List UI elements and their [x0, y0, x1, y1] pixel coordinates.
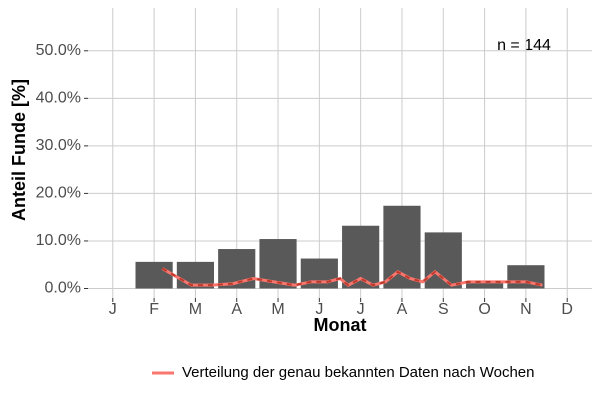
x-tick-label: M — [271, 301, 284, 318]
x-tick-label: S — [438, 301, 449, 318]
y-tick-label: 40.0% — [36, 90, 81, 107]
y-axis-title: Anteil Funde [%] — [9, 79, 29, 221]
x-tick-label: J — [357, 301, 365, 318]
annotation: n = 144 — [497, 37, 551, 54]
line-dashes — [161, 267, 543, 287]
bar — [383, 205, 421, 289]
x-tick-label: O — [478, 301, 490, 318]
x-tick-label: F — [149, 301, 159, 318]
y-tick-label: 30.0% — [36, 137, 81, 154]
y-tick-label: 50.0% — [36, 42, 81, 59]
x-tick-label: A — [231, 301, 242, 318]
x-tick-label: J — [109, 301, 117, 318]
y-tick-label: 10.0% — [36, 232, 81, 249]
x-axis-title: Monat — [314, 315, 367, 335]
y-tick-label: 20.0% — [36, 185, 81, 202]
x-tick-label: D — [561, 301, 573, 318]
bar — [466, 281, 504, 289]
y-tick-label: 0.0% — [45, 280, 81, 297]
bar — [135, 261, 173, 289]
x-tick-label: N — [520, 301, 532, 318]
x-tick-label: M — [189, 301, 202, 318]
legend-label: Verteilung der genau bekannten Daten nac… — [182, 364, 535, 381]
x-tick-label: A — [397, 301, 408, 318]
x-tick-label: J — [315, 301, 323, 318]
